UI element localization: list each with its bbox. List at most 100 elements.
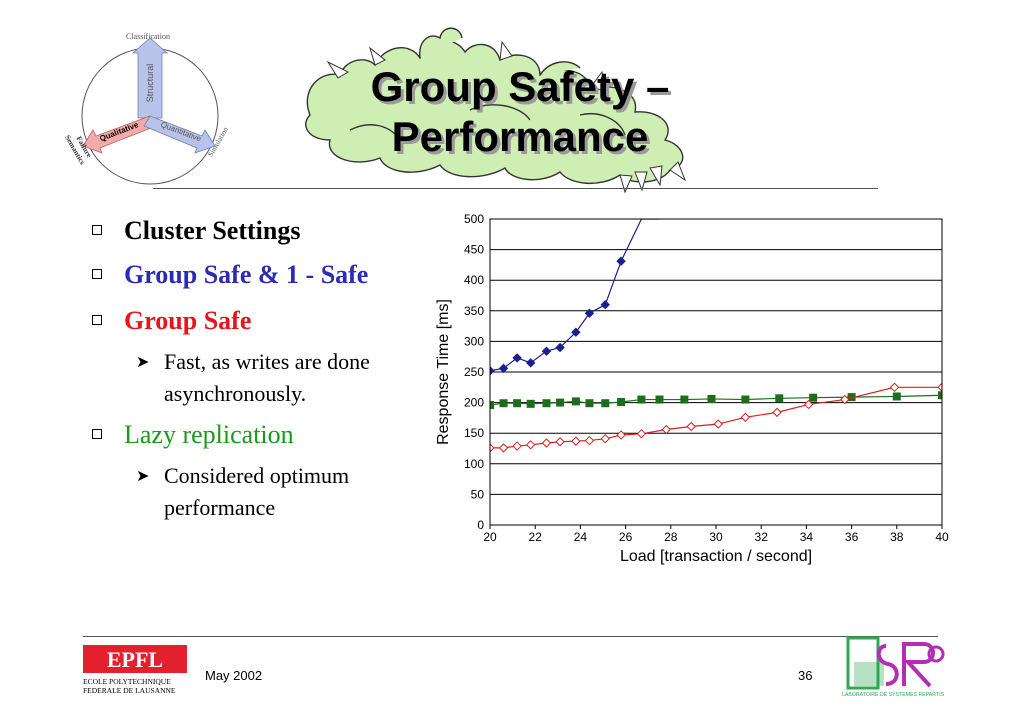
data-point bbox=[541, 346, 552, 356]
x-tick-label: 34 bbox=[800, 530, 814, 544]
data-point bbox=[525, 358, 536, 368]
bullet-item: Lazy replication bbox=[92, 420, 412, 450]
data-point bbox=[707, 394, 716, 403]
x-tick-label: 26 bbox=[619, 530, 633, 544]
chart-grid bbox=[490, 218, 942, 526]
dragon-claws bbox=[619, 161, 687, 194]
data-point bbox=[938, 391, 942, 400]
bullet-item: Group Safe & 1 - Safe bbox=[92, 260, 422, 290]
bullet-square-icon bbox=[92, 315, 102, 325]
classification-diagram: Classification Structural Qualitative Qu… bbox=[63, 32, 230, 185]
title-line-1: Group Safety – bbox=[370, 63, 670, 110]
epfl-logo-line1: ECOLE POLYTECHNIQUE bbox=[83, 677, 171, 686]
data-point bbox=[616, 430, 626, 440]
page-number: 36 bbox=[798, 668, 813, 683]
data-point bbox=[661, 424, 671, 435]
data-point bbox=[490, 443, 495, 453]
y-tick-label: 150 bbox=[464, 426, 484, 440]
x-tick-label: 32 bbox=[755, 530, 769, 544]
epfl-logo-mark: EPFL bbox=[107, 647, 163, 672]
data-point bbox=[617, 397, 626, 406]
data-point bbox=[637, 395, 646, 404]
sub-bullet-text: Fast, as writes are done bbox=[164, 349, 370, 374]
lsr-logo-circle bbox=[927, 645, 945, 663]
data-point bbox=[889, 382, 900, 393]
lsr-logo-caption: LABORATOIRE DE SYSTEMES REPARTIS bbox=[842, 692, 945, 698]
arrowhead-icon: ➤ bbox=[136, 468, 150, 485]
data-point bbox=[600, 299, 610, 310]
lsr-logo-s bbox=[876, 644, 899, 686]
data-point bbox=[584, 435, 595, 446]
data-point bbox=[809, 393, 818, 402]
slide-title: Group Safety – Performance bbox=[300, 62, 740, 162]
bullet-text: Lazy replication bbox=[124, 420, 294, 449]
quantitative-arrow bbox=[143, 115, 216, 154]
data-point bbox=[775, 394, 784, 403]
bullet-item: Cluster Settings bbox=[92, 216, 412, 246]
data-point bbox=[526, 399, 535, 408]
title-line-2: Performance bbox=[391, 113, 649, 160]
x-tick-label: 36 bbox=[845, 530, 859, 544]
data-point bbox=[741, 395, 750, 404]
y-tick-label: 50 bbox=[471, 487, 485, 501]
sub-bullet-text: asynchronously. bbox=[164, 381, 307, 406]
data-point bbox=[555, 342, 565, 353]
x-axis-title: Load [transaction / second] bbox=[620, 548, 812, 565]
data-point bbox=[616, 256, 626, 266]
sub-bullet-continuation: performance bbox=[136, 492, 421, 524]
data-point bbox=[512, 353, 522, 363]
y-tick-label: 300 bbox=[464, 334, 484, 348]
data-point bbox=[498, 363, 509, 374]
data-point bbox=[499, 399, 508, 408]
chart-axes: 0 50 100 150 200 250 300 350 400 450 500 20 22 24 26 28… bbox=[464, 212, 949, 544]
data-point bbox=[601, 399, 610, 408]
sub-bullet-continuation: asynchronously. bbox=[136, 378, 421, 410]
data-point bbox=[686, 421, 696, 432]
bullet-text: Cluster Settings bbox=[124, 216, 301, 245]
chart-series bbox=[490, 219, 942, 453]
series-1 bbox=[490, 219, 660, 376]
data-point bbox=[847, 393, 856, 402]
data-point bbox=[571, 327, 581, 337]
lsr-logo-r bbox=[902, 642, 935, 688]
diagram-top-label: Classification bbox=[126, 32, 170, 41]
data-point bbox=[600, 434, 610, 444]
data-point bbox=[584, 308, 595, 318]
x-tick-label: 22 bbox=[529, 530, 543, 544]
structural-arrow-label: Structural bbox=[145, 64, 155, 103]
sub-bullet-text: performance bbox=[164, 495, 276, 520]
data-point bbox=[571, 436, 581, 446]
dragon-illustration bbox=[305, 27, 687, 194]
y-tick-label: 100 bbox=[464, 457, 484, 471]
data-point bbox=[490, 366, 495, 376]
dragon-spikes bbox=[326, 40, 605, 91]
data-point bbox=[713, 419, 723, 429]
epfl-logo-block bbox=[83, 645, 187, 673]
series-2 bbox=[490, 391, 942, 410]
data-point bbox=[937, 382, 942, 393]
data-point bbox=[490, 401, 494, 410]
sub-bullet-text: Considered optimum bbox=[164, 463, 350, 488]
data-point bbox=[541, 438, 552, 448]
data-point bbox=[585, 399, 594, 408]
arrowhead-icon: ➤ bbox=[136, 354, 150, 371]
data-point bbox=[542, 399, 551, 408]
y-tick-label: 0 bbox=[477, 518, 484, 532]
sub-bullet-item: ➤ Fast, as writes are done bbox=[136, 346, 421, 378]
x-tick-label: 28 bbox=[664, 530, 678, 544]
lsr-logo-fill bbox=[854, 662, 884, 686]
y-tick-label: 500 bbox=[464, 212, 484, 226]
y-tick-label: 200 bbox=[464, 396, 484, 410]
data-point bbox=[513, 399, 522, 408]
x-tick-label: 30 bbox=[709, 530, 723, 544]
epfl-logo: EPFL ECOLE POLYTECHNIQUE FEDERALE DE LAU… bbox=[83, 645, 187, 695]
data-point bbox=[512, 441, 522, 451]
data-point bbox=[498, 443, 509, 453]
data-point bbox=[571, 397, 580, 406]
data-point bbox=[892, 392, 901, 401]
bullet-square-icon bbox=[92, 269, 102, 279]
y-tick-label: 350 bbox=[464, 304, 484, 318]
series-line bbox=[490, 219, 660, 372]
bullet-text: Group Safe bbox=[124, 306, 252, 335]
structural-arrow bbox=[131, 37, 169, 119]
